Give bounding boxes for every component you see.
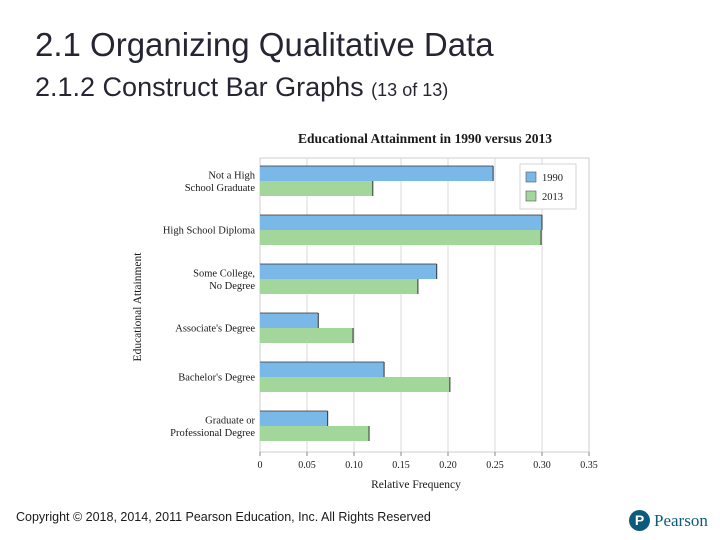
- bar-1990: [260, 362, 385, 377]
- category-label: School Graduate: [185, 183, 256, 194]
- bar-2013: [260, 279, 418, 294]
- copyright-notice: Copyright © 2018, 2014, 2011 Pearson Edu…: [16, 510, 431, 524]
- subtitle-page-count: (13 of 13): [371, 80, 449, 100]
- legend-label-2013: 2013: [542, 192, 563, 203]
- bar-1990: [260, 264, 437, 279]
- category-label: Bachelor's Degree: [178, 373, 255, 384]
- category-labels: Not a High School Graduate High School Dip…: [163, 170, 256, 439]
- x-tick-label: 0.15: [392, 460, 410, 471]
- chart-title: Educational Attainment in 1990 versus 20…: [298, 131, 552, 146]
- pearson-wordmark: Pearson: [654, 510, 708, 530]
- legend: 1990 2013: [519, 163, 577, 210]
- category-label: Associate's Degree: [175, 324, 255, 335]
- legend-box: [519, 163, 577, 210]
- x-tick-label: 0.10: [345, 460, 363, 471]
- bar-1990: [260, 166, 494, 181]
- x-tick-label: 0.30: [533, 460, 551, 471]
- x-tick-label: 0.35: [580, 460, 598, 471]
- x-tick-label: 0.05: [298, 460, 316, 471]
- slide-subtitle: 2.1.2 Construct Bar Graphs (13 of 13): [35, 72, 448, 103]
- legend-label-1990: 1990: [542, 173, 563, 184]
- pearson-logo: P Pearson: [629, 510, 708, 531]
- bar-2013: [260, 328, 354, 343]
- legend-swatch-2013: [525, 190, 537, 202]
- x-tick-label: 0.25: [486, 460, 504, 471]
- category-label: No Degree: [209, 281, 255, 292]
- bar-2013: [260, 377, 450, 392]
- bar-2013: [260, 426, 370, 441]
- bar-2013: [260, 230, 542, 245]
- legend-swatch-1990: [525, 171, 537, 183]
- slide-title: 2.1 Organizing Qualitative Data: [35, 26, 494, 63]
- pearson-logo-icon: P: [629, 510, 650, 531]
- category-label: Not a High: [208, 170, 255, 181]
- category-label: Some College,: [193, 268, 255, 279]
- x-axis-label: Relative Frequency: [371, 479, 461, 491]
- bar-1990: [260, 215, 542, 230]
- category-label: Graduate or: [205, 415, 255, 426]
- x-tick-labels: 0 0.05 0.10 0.15 0.20 0.25 0.30 0.35: [258, 460, 598, 471]
- bars: [260, 165, 543, 441]
- category-label: Professional Degree: [170, 428, 255, 439]
- category-label: High School Diploma: [163, 226, 256, 237]
- y-axis-label: Educational Attainment: [132, 252, 144, 362]
- subtitle-text: 2.1.2 Construct Bar Graphs: [35, 72, 364, 102]
- bar-2013: [260, 181, 373, 196]
- x-tick-label: 0.20: [439, 460, 457, 471]
- x-tick-label: 0: [258, 460, 263, 471]
- bar-1990: [260, 411, 328, 426]
- bar-1990: [260, 313, 319, 328]
